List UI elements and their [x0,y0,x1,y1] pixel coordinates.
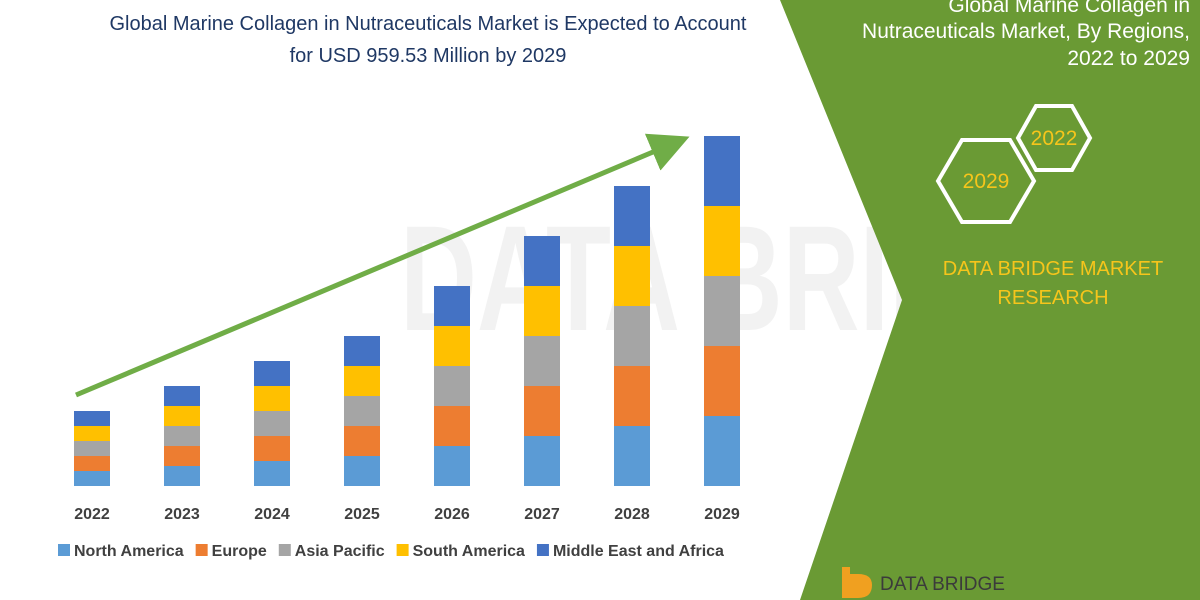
hexagon-badges: 2022 2029 [935,104,1093,224]
bar-segment-2027-europe [524,386,560,436]
bar-segment-2028-north-america [614,426,650,486]
legend-swatch-north-america [58,544,70,556]
logo-mark-icon [842,567,872,598]
chart-title-line1: Global Marine Collagen in Nutraceuticals… [110,13,747,35]
legend-label-europe: Europe [212,543,267,560]
bar-segment-2027-middle-east-and-africa [524,236,560,286]
legend-label-asia-pacific: Asia Pacific [295,543,385,560]
x-axis-labels: 2022 2023 2024 2025 2026 2027 2028 2029 [74,506,740,523]
bar-segment-2024-north-america [254,461,290,486]
bar-segment-2028-asia-pacific [614,306,650,366]
bar-segment-2025-north-america [344,456,380,486]
bar-segment-2024-south-america [254,386,290,411]
x-tick-label-2029: 2029 [704,506,740,523]
bars-group [74,136,740,486]
bar-segment-2022-south-america [74,426,110,441]
bar-segment-2023-asia-pacific [164,426,200,446]
chart-title: Global Marine Collagen in Nutraceuticals… [110,13,747,67]
legend-swatch-middle-east-and-africa [536,544,549,556]
bar-segment-2024-europe [254,436,290,461]
logo: DATA BRIDGE [842,567,1005,598]
x-tick-label-2023: 2023 [164,506,200,523]
bar-segment-2022-europe [74,456,110,471]
logo-text: DATA BRIDGE [880,574,1005,595]
bar-segment-2022-asia-pacific [74,441,110,456]
x-tick-label-2025: 2025 [344,506,380,523]
badge-2022-label: 2022 [1031,127,1078,150]
legend-label-north-america: North America [74,543,184,560]
brand-name: DATA BRIDGE MARKET RESEARCH [943,258,1163,309]
x-tick-label-2024: 2024 [254,506,290,523]
bar-segment-2022-middle-east-and-africa [74,411,110,426]
bar-segment-2027-asia-pacific [524,336,560,386]
bar-segment-2027-south-america [524,286,560,336]
hexagon-2022-icon [1015,104,1093,172]
bar-segment-2023-north-america [164,466,200,486]
x-tick-label-2028: 2028 [614,506,650,523]
bar-segment-2025-south-america [344,366,380,396]
x-tick-label-2027: 2027 [524,506,560,523]
bar-segment-2025-middle-east-and-africa [344,336,380,366]
bar-segment-2029-asia-pacific [704,276,740,346]
bar-segment-2029-south-america [704,206,740,276]
bar-segment-2025-europe [344,426,380,456]
bar-segment-2023-middle-east-and-africa [164,386,200,406]
bar-segment-2028-europe [614,366,650,426]
panel-heading-line1: Global Marine Collagen in [948,0,1190,17]
panel-heading: Global Marine Collagen in Nutraceuticals… [862,0,1190,70]
legend-label-middle-east-and-africa: Middle East and Africa [553,543,724,560]
panel-heading-line2: Nutraceuticals Market, By Regions, [862,20,1190,43]
bar-segment-2024-asia-pacific [254,411,290,436]
bar-segment-2023-south-america [164,406,200,426]
bar-segment-2026-europe [434,406,470,446]
bar-segment-2029-middle-east-and-africa [704,136,740,206]
chart-title-line2: for USD 959.53 Million by 2029 [290,45,567,67]
x-tick-label-2026: 2026 [434,506,470,523]
legend-swatch-south-america [396,544,409,556]
x-tick-label-2022: 2022 [74,506,110,523]
side-panel [780,0,1200,600]
brand-line2: RESEARCH [997,287,1108,309]
bar-segment-2029-north-america [704,416,740,486]
bar-segment-2026-middle-east-and-africa [434,286,470,326]
badge-2029-label: 2029 [963,170,1010,193]
panel-heading-line3: 2022 to 2029 [1067,47,1190,70]
bar-segment-2029-europe [704,346,740,416]
bar-segment-2028-middle-east-and-africa [614,186,650,246]
brand-line1: DATA BRIDGE MARKET [943,258,1163,280]
bar-segment-2025-asia-pacific [344,396,380,426]
bar-segment-2026-north-america [434,446,470,486]
bar-segment-2023-europe [164,446,200,466]
legend-swatch-europe [195,544,208,556]
hexagon-2029-icon [935,138,1037,224]
bar-segment-2028-south-america [614,246,650,306]
bar-segment-2027-north-america [524,436,560,486]
bar-segment-2026-south-america [434,326,470,366]
legend-label-south-america: South America [413,543,525,560]
legend-swatch-asia-pacific [278,544,291,556]
bar-segment-2024-middle-east-and-africa [254,361,290,386]
bar-segment-2022-north-america [74,471,110,486]
trend-arrow-icon [75,133,690,398]
bar-segment-2026-asia-pacific [434,366,470,406]
legend: North America Europe Asia Pacific South Ame… [58,543,724,560]
